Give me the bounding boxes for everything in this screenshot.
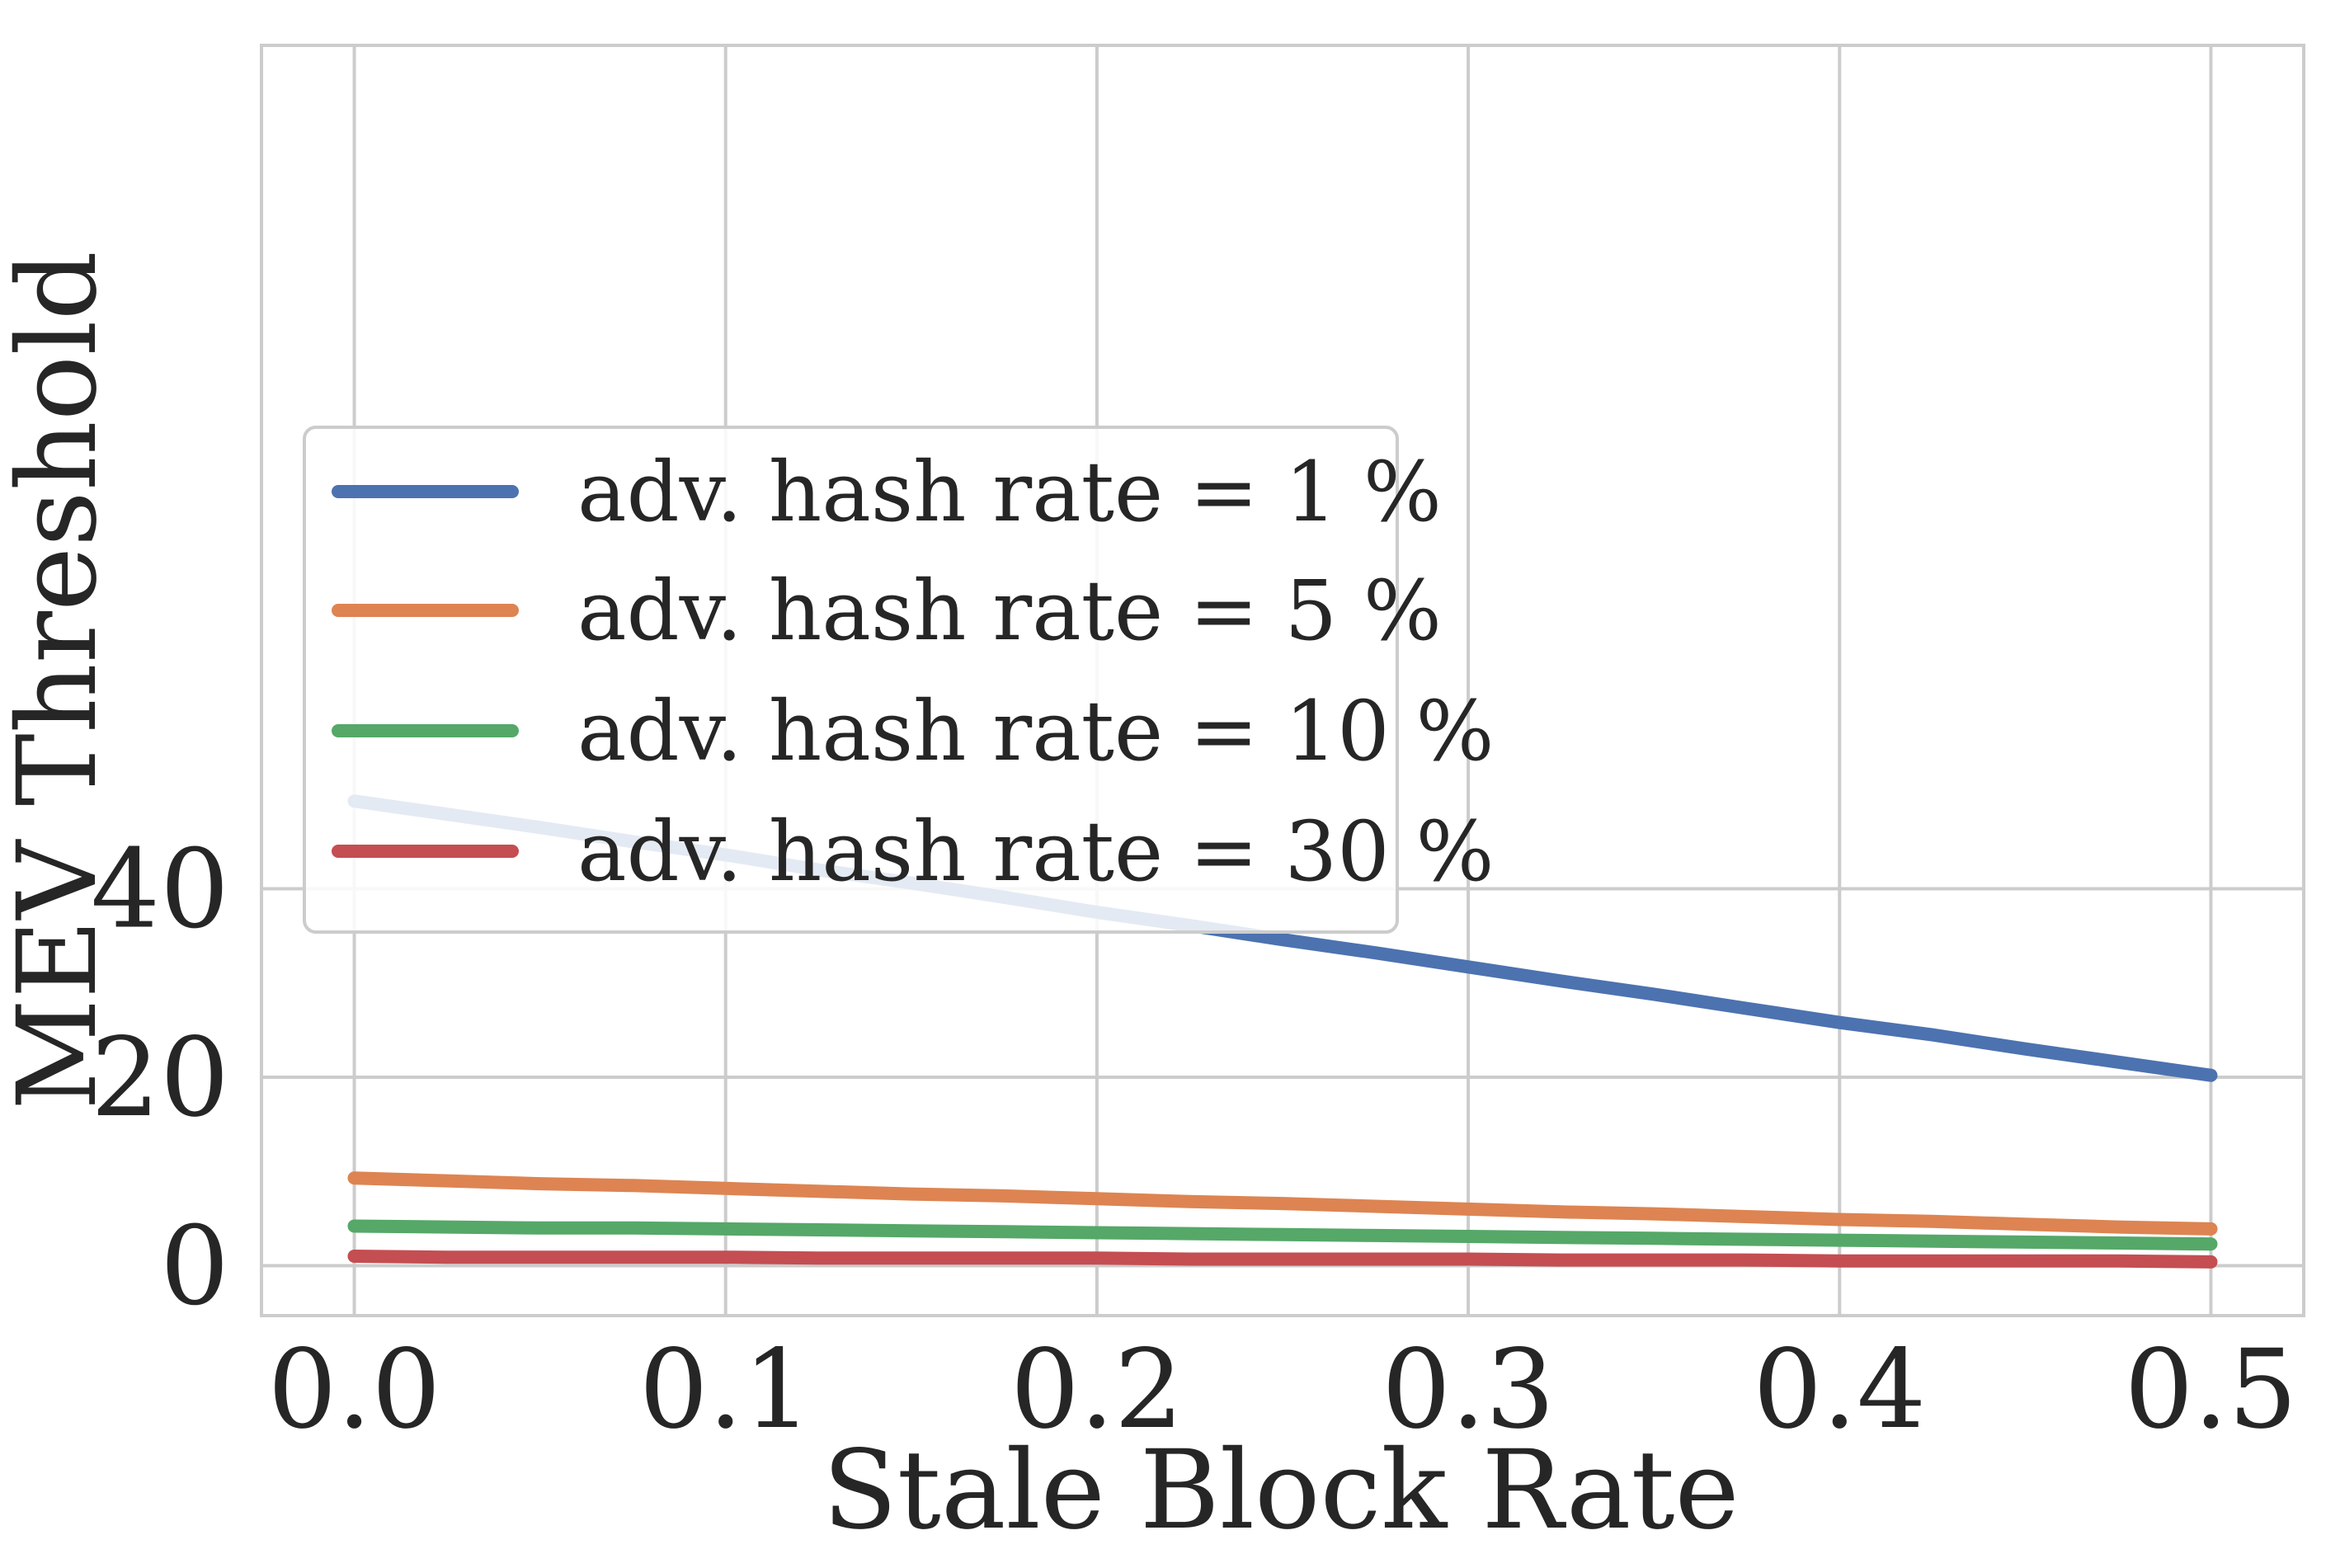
x-tick-label: 0.1 bbox=[639, 1326, 812, 1453]
x-tick-label: 0.3 bbox=[1382, 1326, 1555, 1453]
y-tick-label: 20 bbox=[91, 1015, 229, 1142]
legend-label: adv. hash rate = 1 % bbox=[577, 444, 1442, 540]
x-tick-label: 0.5 bbox=[2124, 1326, 2297, 1453]
legend-label: adv. hash rate = 30 % bbox=[577, 803, 1495, 900]
legend-items: adv. hash rate = 1 % adv. hash rate = 5 %… bbox=[332, 444, 1495, 900]
series-line bbox=[347, 1171, 2218, 1236]
y-tick-label: 0 bbox=[160, 1203, 229, 1330]
legend: adv. hash rate = 1 % adv. hash rate = 5 %… bbox=[303, 426, 1495, 934]
x-tick-label: 0.4 bbox=[1753, 1326, 1926, 1453]
y-axis-label: MEV Threshold bbox=[0, 251, 121, 1110]
plot-frame bbox=[260, 44, 2305, 1317]
y-tick-labels: 0 20 40 bbox=[91, 826, 229, 1330]
y-tick-label: 40 bbox=[91, 826, 229, 953]
series-line bbox=[347, 1250, 2218, 1269]
x-axis-label: Stale Block Rate bbox=[822, 1427, 1739, 1554]
legend-box bbox=[303, 426, 1399, 934]
x-tick-label: 0.2 bbox=[1010, 1326, 1184, 1453]
legend-label: adv. hash rate = 10 % bbox=[577, 683, 1495, 779]
legend-label: adv. hash rate = 5 % bbox=[577, 563, 1442, 659]
series-line bbox=[347, 1219, 2218, 1251]
x-tick-label: 0.0 bbox=[268, 1326, 441, 1453]
x-tick-labels: 0.0 0.1 0.2 0.3 0.4 0.5 bbox=[268, 1326, 2298, 1453]
